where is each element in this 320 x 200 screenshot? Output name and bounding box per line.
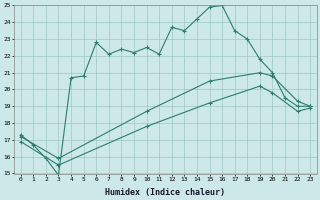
X-axis label: Humidex (Indice chaleur): Humidex (Indice chaleur) [106, 188, 226, 197]
